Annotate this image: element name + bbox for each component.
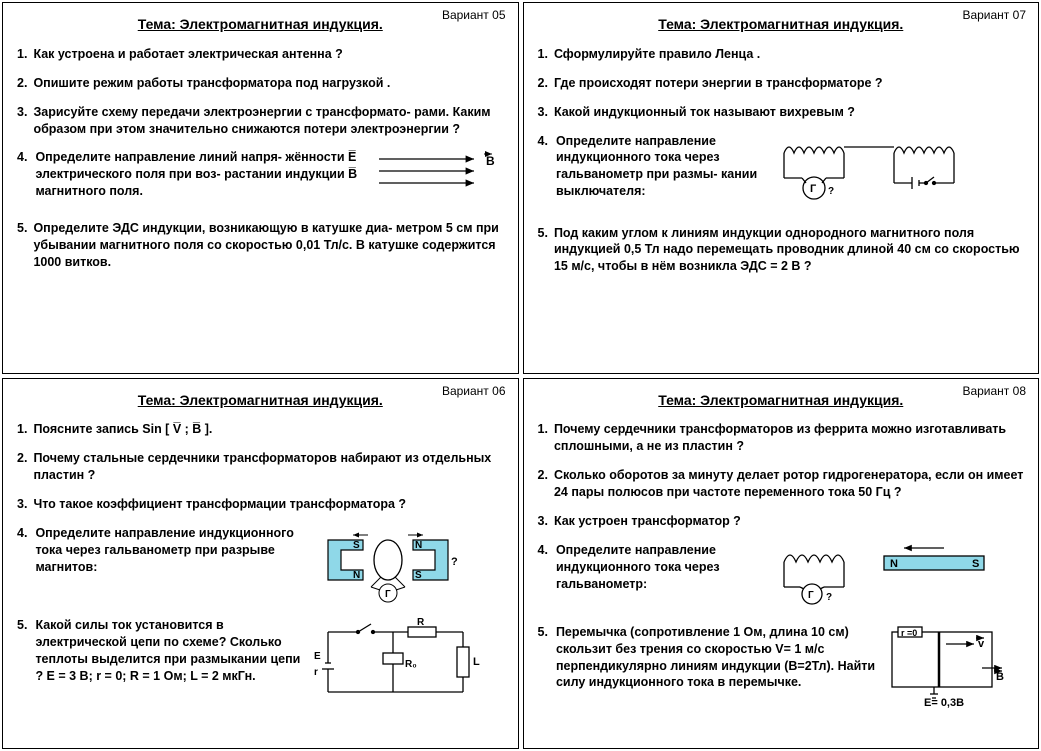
svg-text:?: ? bbox=[828, 186, 834, 197]
q3: 3.Как устроен трансформатор ? bbox=[538, 513, 1025, 530]
magnets-diagram: S N N S Г ? bbox=[323, 525, 483, 605]
rail-circuit-diagram: r =0 v B E= 0,3В bbox=[884, 624, 1014, 719]
svg-text:S: S bbox=[415, 570, 422, 581]
q5: 5.Под каким углом к линиям индукции одно… bbox=[538, 225, 1025, 276]
coils-switch-diagram: Г ? bbox=[774, 133, 994, 213]
svg-text:B: B bbox=[486, 154, 495, 168]
q3: 3.Зарисуйте схему передачи электроэнерги… bbox=[17, 104, 504, 138]
card-08: Вариант 08 Тема: Электромагнитная индукц… bbox=[523, 378, 1040, 750]
card-06: Вариант 06 Тема: Электромагнитная индукц… bbox=[2, 378, 519, 750]
svg-text:Г: Г bbox=[385, 589, 391, 600]
svg-text:N: N bbox=[890, 558, 898, 570]
q1: 1.Сформулируйте правило Ленца . bbox=[538, 46, 1025, 63]
circuit-rl-diagram: R L E r bbox=[313, 617, 483, 707]
card-title: Тема: Электромагнитная индукция. bbox=[538, 391, 1025, 410]
variant-label: Вариант 05 bbox=[442, 7, 506, 23]
svg-text:L: L bbox=[473, 656, 480, 668]
q2: 2.Почему стальные сердечники трансформат… bbox=[17, 450, 504, 484]
svg-text:S: S bbox=[353, 540, 360, 551]
svg-text:?: ? bbox=[826, 592, 832, 603]
svg-text:?: ? bbox=[451, 556, 458, 568]
q1: 1.Поясните запись Sin [ V̅ ; B̅ ]. bbox=[17, 421, 504, 438]
card-07: Вариант 07 Тема: Электромагнитная индукц… bbox=[523, 2, 1040, 374]
svg-text:r =0: r =0 bbox=[901, 628, 917, 638]
q1: 1.Как устроена и работает электрическая … bbox=[17, 46, 504, 63]
svg-text:E: E bbox=[314, 651, 321, 662]
svg-text:v: v bbox=[978, 638, 985, 650]
q3: 3.Какой индукционный ток называют вихрев… bbox=[538, 104, 1025, 121]
q2: 2.Сколько оборотов за минуту делает рото… bbox=[538, 467, 1025, 501]
card-title: Тема: Электромагнитная индукция. bbox=[17, 15, 504, 34]
svg-text:R: R bbox=[417, 617, 425, 628]
svg-text:R₀: R₀ bbox=[405, 659, 417, 670]
variant-label: Вариант 06 bbox=[442, 383, 506, 399]
q4: 4. Определите направление индукционного … bbox=[538, 542, 1025, 612]
svg-text:N: N bbox=[415, 540, 422, 551]
coil-magnet-ns-diagram: Г ? N S bbox=[774, 542, 1004, 612]
card-05: Вариант 05 Тема: Электромагнитная индукц… bbox=[2, 2, 519, 374]
variant-label: Вариант 07 bbox=[962, 7, 1026, 23]
arrows-b-diagram: B bbox=[374, 149, 504, 199]
svg-text:B: B bbox=[996, 671, 1004, 683]
q5: 5.Определите ЭДС индукции, возникающую в… bbox=[17, 220, 504, 271]
card-grid: Вариант 05 Тема: Электромагнитная индукц… bbox=[0, 0, 1041, 751]
svg-text:E= 0,3В: E= 0,3В bbox=[924, 697, 964, 709]
card-title: Тема: Электромагнитная индукция. bbox=[17, 391, 504, 410]
q3: 3.Что такое коэффициент трансформации тр… bbox=[17, 496, 504, 513]
q5: 5. Перемычка (сопротивление 1 Ом, длина … bbox=[538, 624, 1025, 719]
svg-text:S: S bbox=[972, 558, 979, 570]
svg-text:Г: Г bbox=[808, 590, 814, 601]
q4: 4. Определите направление линий напря- ж… bbox=[17, 149, 504, 200]
svg-text:Г: Г bbox=[810, 183, 817, 195]
q4: 4. Определите направление индукционного … bbox=[17, 525, 504, 605]
q2: 2.Где происходят потери энергии в трансф… bbox=[538, 75, 1025, 92]
q5: 5. Какой силы ток установится в электрич… bbox=[17, 617, 504, 707]
card-title: Тема: Электромагнитная индукция. bbox=[538, 15, 1025, 34]
variant-label: Вариант 08 bbox=[962, 383, 1026, 399]
svg-text:N: N bbox=[353, 570, 360, 581]
q4: 4. Определите направление индукционного … bbox=[538, 133, 1025, 213]
q1: 1.Почему сердечники трансформаторов из ф… bbox=[538, 421, 1025, 455]
q2: 2.Опишите режим работы трансформатора по… bbox=[17, 75, 504, 92]
svg-text:r: r bbox=[314, 667, 318, 678]
